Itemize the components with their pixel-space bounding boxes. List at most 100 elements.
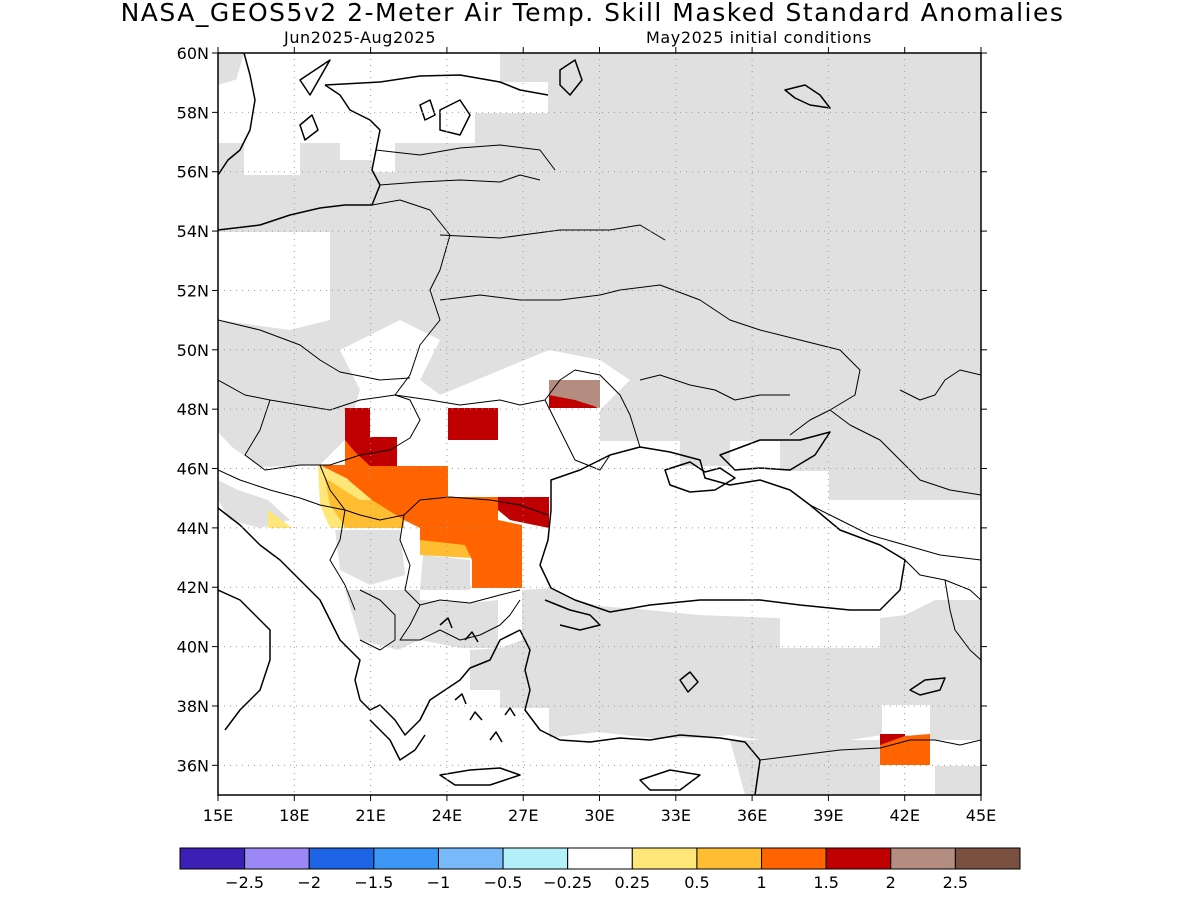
graticule xyxy=(218,53,981,795)
longitude-label: 15E xyxy=(203,806,233,825)
longitude-label: 27E xyxy=(508,806,538,825)
latitude-label: 40N xyxy=(177,638,209,657)
colorbar-swatch xyxy=(437,847,504,870)
border xyxy=(639,374,790,401)
latitude-label: 50N xyxy=(177,341,209,360)
colorbar-swatch xyxy=(308,847,375,870)
border xyxy=(218,319,411,381)
border-layer xyxy=(218,144,981,761)
border xyxy=(218,469,549,521)
tuz-lake xyxy=(679,671,699,693)
latitude-label: 46N xyxy=(177,460,209,479)
colorbar-swatch xyxy=(890,847,956,870)
aegean-islands xyxy=(439,617,516,743)
colorbar-label: −0.5 xyxy=(484,873,523,892)
colorbar-label: 2.5 xyxy=(943,873,968,892)
masked-region-east-edge xyxy=(935,766,981,795)
border xyxy=(439,284,861,436)
colorbar-label: 0.25 xyxy=(614,873,650,892)
ladoga-lake xyxy=(439,99,471,136)
border xyxy=(359,589,396,651)
border xyxy=(319,464,356,611)
colorbar-label: −1 xyxy=(427,873,451,892)
initial-conditions-label: May2025 initial conditions xyxy=(646,28,872,47)
longitude-label: 21E xyxy=(355,806,385,825)
longitude-label: 18E xyxy=(279,806,309,825)
border xyxy=(218,379,546,411)
cyprus-island xyxy=(639,769,701,791)
latitude-label: 56N xyxy=(177,163,209,182)
colorbar-swatch xyxy=(502,847,569,870)
forecast-period: Jun2025-Aug2025 xyxy=(284,28,437,47)
colorbar-label: 1 xyxy=(756,873,766,892)
latitude-label: 58N xyxy=(177,103,209,122)
masked-region-north xyxy=(218,53,981,500)
peipus-lake xyxy=(419,99,436,121)
anomaly-cell-yellow xyxy=(268,510,292,528)
unmasked-carpathians xyxy=(340,320,440,392)
adriatic-coastline xyxy=(218,507,361,701)
colorbar-label: 0.5 xyxy=(684,873,709,892)
unmasked-black-sea xyxy=(522,441,935,618)
colorbar-label: −2 xyxy=(297,873,321,892)
latitude-label: 38N xyxy=(177,697,209,716)
colorbar-label: −2.5 xyxy=(225,873,264,892)
longitude-label: 39E xyxy=(813,806,843,825)
border xyxy=(759,739,981,761)
longitude-label: 33E xyxy=(661,806,691,825)
anomaly-cell-brown xyxy=(549,380,600,408)
border xyxy=(244,394,421,471)
unmasked-adriatic xyxy=(218,520,345,660)
masked-region-bulgaria-north xyxy=(420,555,470,590)
aegean-turkey-coastline xyxy=(519,629,761,795)
longitude-label: 30E xyxy=(584,806,614,825)
marmara-coastline xyxy=(544,599,601,631)
border xyxy=(439,224,666,241)
greece-coastline xyxy=(359,629,521,736)
longitude-label: 42E xyxy=(889,806,919,825)
colorbar-label: −1.5 xyxy=(354,873,393,892)
colorbar-swatch xyxy=(373,847,439,870)
colorbar-swatch xyxy=(567,847,633,870)
peloponnese-coastline xyxy=(369,719,426,761)
colorbar-swatch xyxy=(244,847,310,870)
colorbar-label: 1.5 xyxy=(813,873,838,892)
border xyxy=(375,144,556,171)
colorbar-label: 2 xyxy=(886,873,896,892)
border xyxy=(371,199,451,396)
colorbar-label: −0.25 xyxy=(543,873,592,892)
border xyxy=(544,369,641,448)
border xyxy=(399,599,521,641)
crete-island xyxy=(439,767,521,786)
colorbar-swatch xyxy=(179,847,246,870)
longitude-label: 36E xyxy=(737,806,767,825)
black-sea-coastline xyxy=(539,446,906,613)
border xyxy=(944,579,981,661)
colorbar-swatch xyxy=(954,847,1021,870)
lake-van xyxy=(909,677,946,696)
border xyxy=(379,174,541,186)
colorbar-swatch xyxy=(825,847,892,870)
azov-sea-coastline xyxy=(719,431,831,471)
latitude-axis: 60N 58N 56N 54N 52N 50N 48N 46N 44N 42N 40N 38N 36N xyxy=(177,44,987,775)
anomaly-cell-light-orange xyxy=(325,478,404,528)
border xyxy=(899,369,981,401)
latitude-label: 54N xyxy=(177,222,209,241)
saaremaa-island xyxy=(299,59,331,96)
longitude-axis: 15E 18E 21E 24E 27E 30E 33E 36E 39E 42E 45E xyxy=(203,47,996,825)
gulf-of-finland-coastline xyxy=(324,74,549,96)
unmasked-finland-gulf xyxy=(218,53,548,175)
italy-coastline xyxy=(218,589,271,731)
masked-region-serbia xyxy=(335,530,405,585)
gotland-island xyxy=(299,114,319,141)
latitude-label: 52N xyxy=(177,281,209,300)
border xyxy=(544,399,611,471)
coastline-layer xyxy=(218,53,946,795)
unmasked-aegean xyxy=(350,640,549,795)
latitude-label: 60N xyxy=(177,44,209,63)
colorbar-swatch xyxy=(761,847,827,870)
latitude-label: 44N xyxy=(177,519,209,538)
map-title: NASA_GEOS5v2 2-Meter Air Temp. Skill Mas… xyxy=(120,0,1065,27)
rybinsk-reservoir xyxy=(784,84,831,109)
